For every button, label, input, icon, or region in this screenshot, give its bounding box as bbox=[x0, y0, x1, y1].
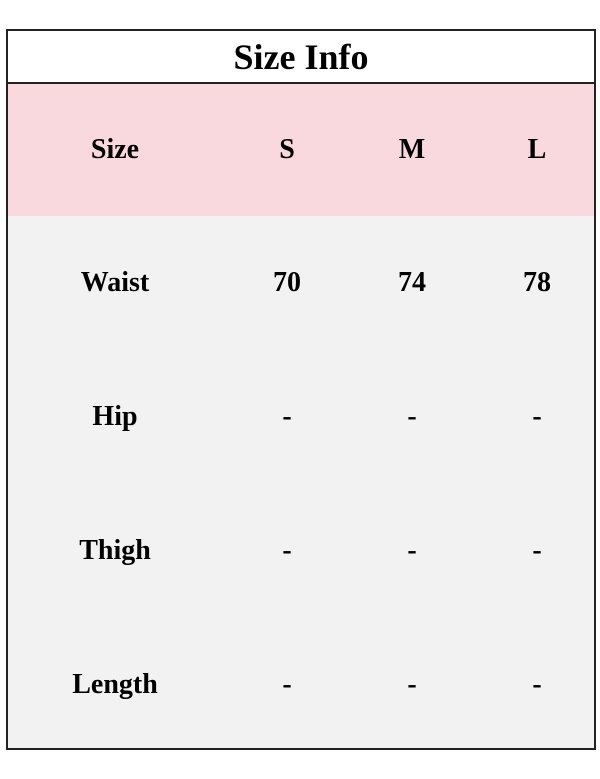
table-row: Length - - - bbox=[8, 618, 594, 752]
table-cell: - bbox=[407, 535, 417, 566]
header-cell: Size bbox=[90, 134, 140, 165]
row-label: Thigh bbox=[79, 535, 151, 566]
table-cell: - bbox=[282, 669, 292, 700]
table-cell: 70 bbox=[273, 267, 301, 298]
header-cell: S bbox=[279, 134, 295, 165]
table-title: Size Info bbox=[8, 31, 594, 84]
header-row: Size S M L bbox=[8, 84, 594, 216]
row-label: Hip bbox=[92, 401, 138, 432]
table-cell: 74 bbox=[398, 267, 426, 298]
table-cell: - bbox=[407, 401, 417, 432]
table-cell: - bbox=[282, 401, 292, 432]
table-row: Waist 70 74 78 bbox=[8, 216, 594, 350]
table-cell: - bbox=[532, 535, 542, 566]
row-label: Waist bbox=[80, 267, 150, 298]
size-table: Size Info Size S M L Waist 70 74 78 Hip … bbox=[6, 29, 596, 750]
header-cell: M bbox=[398, 134, 426, 165]
table-cell: 78 bbox=[523, 267, 551, 298]
table-row: Hip - - - bbox=[8, 350, 594, 484]
table-cell: - bbox=[532, 401, 542, 432]
table-cell: - bbox=[407, 669, 417, 700]
table-cell: - bbox=[282, 535, 292, 566]
row-label: Length bbox=[72, 669, 158, 700]
table-row: Thigh - - - bbox=[8, 484, 594, 618]
table-cell: - bbox=[532, 669, 542, 700]
header-cell: L bbox=[527, 134, 547, 165]
